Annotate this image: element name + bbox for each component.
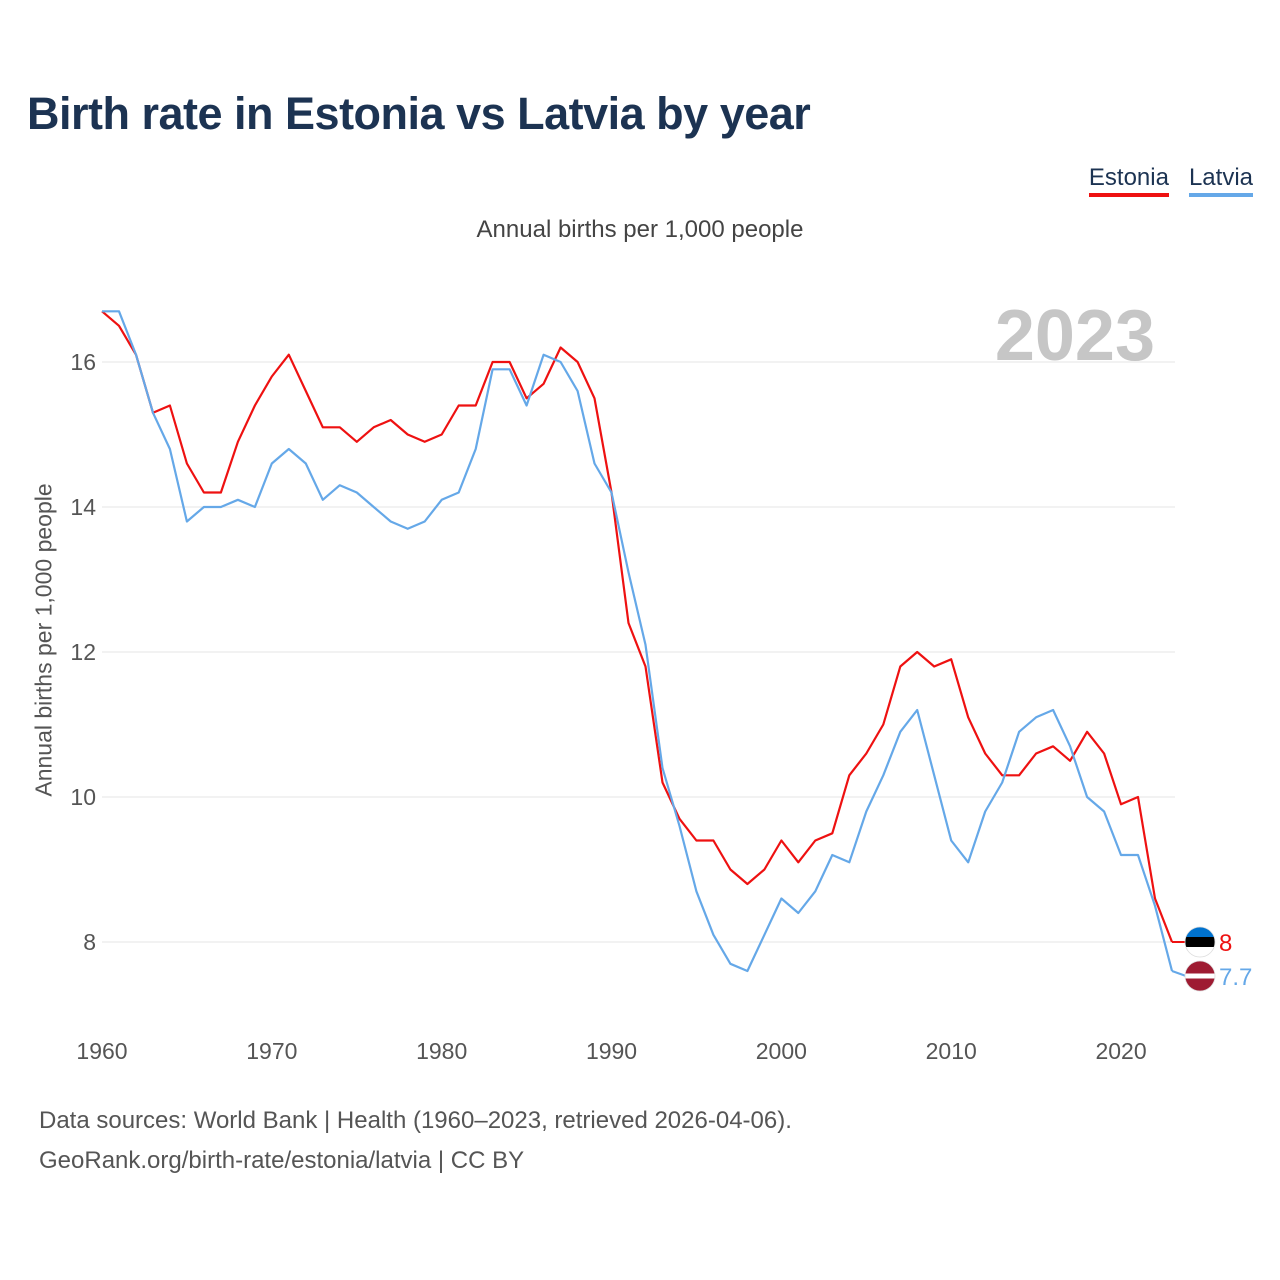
- y-tick-label: 16: [70, 349, 96, 375]
- end-value-label-latvia: 7.7: [1219, 964, 1252, 991]
- x-tick-label: 1970: [246, 1038, 297, 1064]
- estonia-flag-icon: [1184, 926, 1216, 958]
- series: [101, 310, 1174, 973]
- x-tick-label: 1980: [416, 1038, 467, 1064]
- source-line: Data sources: World Bank | Health (1960–…: [39, 1107, 792, 1134]
- legend-item-estonia[interactable]: Estonia: [1088, 164, 1169, 197]
- axes: 8 10 12 14 16 1960 1970 1980 1990 2000 2010 2020: [70, 349, 1146, 1064]
- x-tick-label: 1990: [586, 1038, 637, 1064]
- y-tick-label: 10: [70, 784, 96, 810]
- chart-title: Birth rate in Estonia vs Latvia by year: [27, 88, 811, 139]
- series-line-estonia: [101, 310, 1174, 943]
- x-tick-label: 2010: [926, 1038, 977, 1064]
- latvia-flag-icon: [1184, 960, 1216, 992]
- legend: Estonia Latvia: [1088, 164, 1253, 197]
- year-watermark: 2023: [995, 296, 1155, 376]
- legend-item-latvia[interactable]: Latvia: [1188, 164, 1253, 197]
- y-tick-label: 8: [83, 929, 96, 955]
- series-line-latvia: [102, 310, 1174, 973]
- y-tick-label: 12: [70, 639, 96, 665]
- x-tick-label: 2020: [1095, 1038, 1146, 1064]
- chart-subtitle: Annual births per 1,000 people: [476, 216, 804, 243]
- series-tail-latvia: [1171, 970, 1187, 977]
- source-attribution: GeoRank.org/birth-rate/estonia/latvia | …: [39, 1147, 525, 1174]
- x-tick-label: 1960: [76, 1038, 127, 1064]
- end-value-label-estonia: 8: [1219, 930, 1232, 957]
- y-tick-label: 14: [70, 494, 96, 520]
- gridlines: [102, 361, 1175, 943]
- end-markers: 87.7: [1171, 926, 1252, 992]
- x-tick-label: 2000: [756, 1038, 807, 1064]
